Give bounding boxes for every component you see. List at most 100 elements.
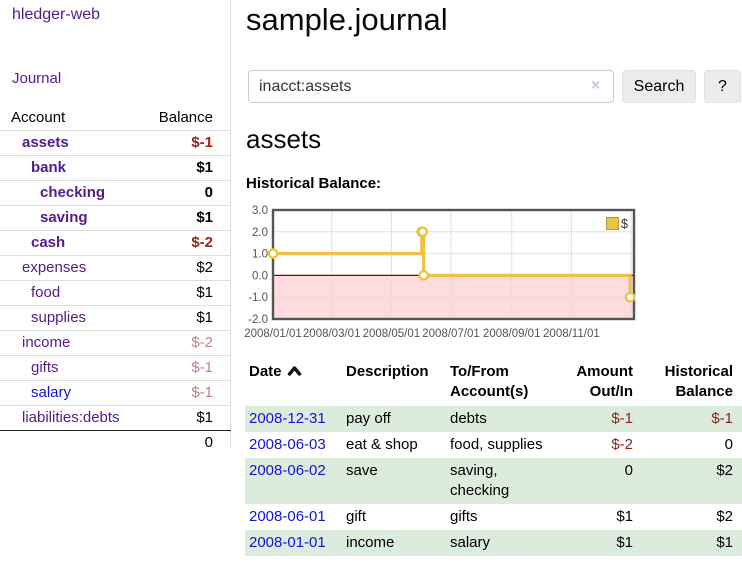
txn-accounts-cell: salary: [450, 534, 491, 551]
account-row: saving $1: [0, 205, 231, 230]
account-balance: $1: [196, 308, 213, 326]
legend-label: $: [621, 217, 628, 231]
account-link[interactable]: checking: [40, 183, 106, 201]
txn-date-link[interactable]: 2008-06-02: [249, 462, 326, 479]
data-point-marker[interactable]: [417, 226, 429, 238]
accounts-total-value: 0: [204, 433, 213, 451]
x-tick-label: 2008/07/01: [422, 328, 480, 340]
txn-accounts-cell: gifts: [450, 508, 478, 525]
account-link[interactable]: supplies: [31, 308, 87, 326]
table-row[interactable]: 2008-06-02 save saving, checking 0 $2: [245, 458, 742, 504]
table-row[interactable]: 2008-01-01 income salary $1 $1: [245, 530, 742, 556]
column-header-accounts[interactable]: To/From Account(s): [450, 363, 529, 400]
x-tick-label: 2008/03/01: [303, 328, 361, 340]
app-brand-link[interactable]: hledger-web: [12, 6, 101, 23]
data-point-marker[interactable]: [624, 291, 636, 303]
account-link[interactable]: expenses: [22, 258, 87, 276]
clear-search-icon[interactable]: ×: [591, 77, 601, 94]
accounts-header-balance: Balance: [158, 109, 213, 127]
accounts-header-row: Account Balance: [0, 106, 231, 130]
txn-date-link[interactable]: 2008-06-03: [249, 436, 326, 453]
account-link[interactable]: bank: [31, 158, 67, 176]
account-balance: $1: [196, 208, 213, 226]
x-tick-label: 2008/09/01: [483, 328, 541, 340]
y-tick-label: 0.0: [252, 270, 268, 282]
plot-border: [271, 208, 636, 321]
txn-balance-cell: $1: [716, 534, 733, 551]
txn-date-cell: 2008-12-31: [245, 406, 342, 432]
account-balance: $1: [196, 283, 213, 301]
txn-balance-cell: $2: [716, 508, 733, 525]
txn-date-link[interactable]: 2008-01-01: [249, 534, 326, 551]
account-balance: $-1: [191, 133, 213, 151]
table-row[interactable]: 2008-12-31 pay off debts $-1 $-1: [245, 406, 742, 432]
y-tick-label: -2.0: [248, 314, 268, 326]
y-tick-label: -1.0: [248, 292, 268, 304]
column-header-date[interactable]: Date: [245, 356, 342, 406]
account-name-cell: supplies: [0, 305, 144, 330]
account-row: income $-2: [0, 330, 231, 355]
search-input[interactable]: [248, 70, 614, 103]
account-row: assets $-1: [0, 130, 231, 155]
accounts-total-row: 0: [0, 430, 231, 455]
account-row: supplies $1: [0, 305, 231, 330]
data-point-marker[interactable]: [267, 248, 279, 259]
column-header-amount[interactable]: Amount Out/In: [576, 363, 633, 400]
account-link[interactable]: cash: [31, 233, 66, 251]
account-heading: assets: [246, 124, 322, 154]
txn-date-cell: 2008-06-03: [245, 432, 342, 458]
account-link[interactable]: income: [22, 333, 71, 351]
accounts-header-account: Account: [11, 109, 66, 127]
account-row: cash $-2: [0, 230, 231, 255]
txn-date-link[interactable]: 2008-06-01: [249, 508, 326, 525]
transactions-header-row: Date Description To/From Account(s) Amou…: [245, 356, 742, 406]
txn-amount-cell: $1: [616, 508, 633, 525]
txn-date-cell: 2008-01-01: [245, 530, 342, 556]
txn-date-cell: 2008-06-02: [245, 458, 342, 504]
txn-date-link[interactable]: 2008-12-31: [249, 410, 326, 427]
account-name-cell: assets: [0, 130, 144, 155]
y-tick-label: 2.0: [252, 227, 268, 239]
txn-date-cell: 2008-06-01: [245, 504, 342, 530]
historical-balance-chart[interactable]: 3.0 2.0 1.0 0.0 -1.0 -2.0 2008/01/01 2008/03/01…: [238, 198, 742, 350]
account-row: bank $1: [0, 155, 231, 180]
account-link[interactable]: liabilities:debts: [22, 408, 120, 426]
search-button[interactable]: Search: [622, 70, 696, 103]
transactions-table: Date Description To/From Account(s) Amou…: [245, 356, 742, 556]
column-header-balance[interactable]: Historical Balance: [664, 363, 733, 400]
account-balance: $1: [196, 408, 213, 426]
data-point-marker[interactable]: [418, 270, 430, 281]
legend-swatch: [606, 217, 619, 230]
txn-description-cell: eat & shop: [346, 436, 418, 453]
account-link[interactable]: food: [31, 283, 61, 301]
account-row: expenses $2: [0, 255, 231, 280]
sort-ascending-icon: [287, 366, 301, 376]
table-row[interactable]: 2008-06-01 gift gifts $1 $2: [245, 504, 742, 530]
account-row: food $1: [0, 280, 231, 305]
help-button[interactable]: ?: [704, 70, 741, 103]
column-header-date-label: Date: [249, 363, 282, 380]
account-link[interactable]: salary: [31, 383, 72, 401]
column-header-description[interactable]: Description: [346, 363, 429, 380]
sidebar-item-journal[interactable]: Journal: [12, 70, 62, 87]
account-name-cell: checking: [0, 180, 144, 205]
account-link[interactable]: assets: [22, 133, 69, 151]
txn-accounts-cell: saving, checking: [450, 462, 510, 499]
account-balance: $-1: [191, 358, 213, 376]
table-row[interactable]: 2008-06-03 eat & shop food, supplies $-2 0: [245, 432, 742, 458]
account-balance: 0: [204, 183, 213, 201]
account-balance: $-1: [191, 383, 213, 401]
chart-title: Historical Balance:: [246, 175, 382, 192]
page-title: sample.journal: [246, 2, 448, 37]
account-link[interactable]: saving: [40, 208, 88, 226]
y-tick-label: 1.0: [252, 249, 268, 261]
x-tick-label: 2008/01/01: [244, 328, 302, 340]
txn-description-cell: gift: [346, 508, 367, 525]
account-name-cell: expenses: [0, 255, 144, 280]
txn-balance-cell: $-1: [711, 410, 733, 427]
account-balance: $-2: [191, 233, 213, 251]
account-row: liabilities:debts $1: [0, 405, 231, 430]
account-link[interactable]: gifts: [31, 358, 59, 376]
txn-amount-cell: $-1: [611, 410, 633, 427]
account-name-cell: gifts: [0, 355, 144, 380]
